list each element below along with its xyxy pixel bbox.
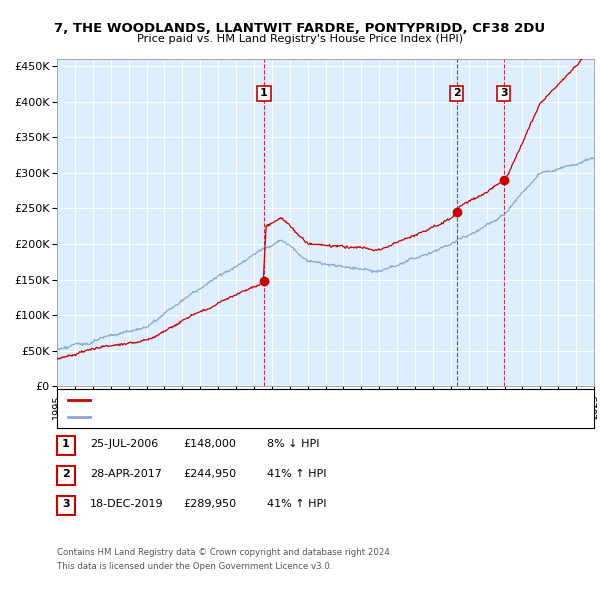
Text: £244,950: £244,950 bbox=[183, 469, 236, 478]
Text: Contains HM Land Registry data © Crown copyright and database right 2024.: Contains HM Land Registry data © Crown c… bbox=[57, 548, 392, 556]
Text: 2: 2 bbox=[62, 469, 70, 478]
Text: 25-JUL-2006: 25-JUL-2006 bbox=[90, 439, 158, 448]
Text: 7, THE WOODLANDS, LLANTWIT FARDRE, PONTYPRIDD, CF38 2DU: 7, THE WOODLANDS, LLANTWIT FARDRE, PONTY… bbox=[55, 22, 545, 35]
Text: 41% ↑ HPI: 41% ↑ HPI bbox=[267, 499, 326, 509]
Text: 3: 3 bbox=[62, 499, 70, 509]
Text: 28-APR-2017: 28-APR-2017 bbox=[90, 469, 162, 478]
Text: 41% ↑ HPI: 41% ↑ HPI bbox=[267, 469, 326, 478]
Text: 18-DEC-2019: 18-DEC-2019 bbox=[90, 499, 164, 509]
Text: £289,950: £289,950 bbox=[183, 499, 236, 509]
Text: 3: 3 bbox=[500, 88, 508, 99]
Text: 8% ↓ HPI: 8% ↓ HPI bbox=[267, 439, 320, 448]
Text: £148,000: £148,000 bbox=[183, 439, 236, 448]
Text: 1: 1 bbox=[260, 88, 268, 99]
Text: Price paid vs. HM Land Registry's House Price Index (HPI): Price paid vs. HM Land Registry's House … bbox=[137, 34, 463, 44]
Text: 2: 2 bbox=[453, 88, 461, 99]
Text: 7, THE WOODLANDS, LLANTWIT FARDRE, PONTYPRIDD, CF38 2DU (detached house): 7, THE WOODLANDS, LLANTWIT FARDRE, PONTY… bbox=[95, 396, 494, 405]
Text: This data is licensed under the Open Government Licence v3.0.: This data is licensed under the Open Gov… bbox=[57, 562, 332, 571]
Text: HPI: Average price, detached house, Rhondda Cynon Taf: HPI: Average price, detached house, Rhon… bbox=[95, 412, 362, 421]
Text: 1: 1 bbox=[62, 439, 70, 448]
